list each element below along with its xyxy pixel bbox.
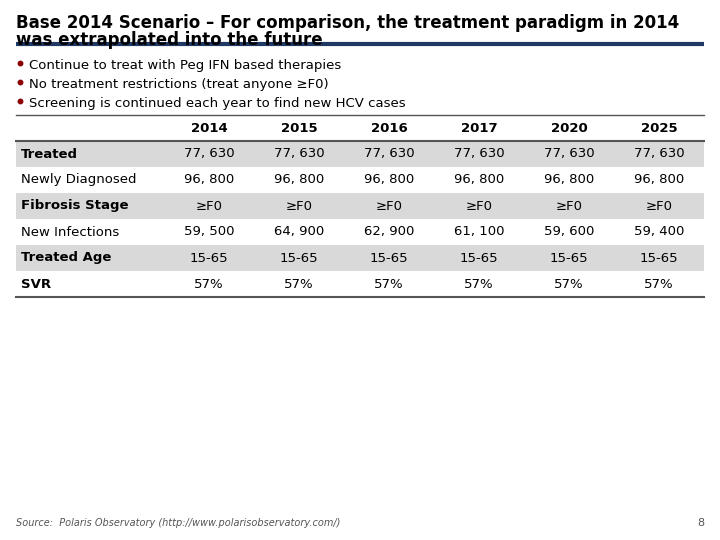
Bar [16, 193, 704, 219]
Text: was extrapolated into the future: was extrapolated into the future [16, 31, 323, 49]
Text: 2014: 2014 [191, 122, 228, 134]
Text: 15-65: 15-65 [459, 252, 498, 265]
Text: Treated Age: Treated Age [21, 252, 112, 265]
Text: New Infections: New Infections [21, 226, 120, 239]
Text: 96, 800: 96, 800 [634, 173, 684, 186]
Text: 2017: 2017 [461, 122, 498, 134]
Text: 77, 630: 77, 630 [544, 147, 594, 160]
Text: 59, 600: 59, 600 [544, 226, 594, 239]
Text: SVR: SVR [21, 278, 51, 291]
Text: 77, 630: 77, 630 [364, 147, 414, 160]
Text: 2025: 2025 [641, 122, 678, 134]
Text: Base 2014 Scenario – For comparison, the treatment paradigm in 2014: Base 2014 Scenario – For comparison, the… [16, 14, 679, 32]
Text: 57%: 57% [374, 278, 404, 291]
Text: 57%: 57% [644, 278, 674, 291]
Text: 57%: 57% [194, 278, 224, 291]
Text: 15-65: 15-65 [189, 252, 228, 265]
Text: 59, 400: 59, 400 [634, 226, 684, 239]
Text: 96, 800: 96, 800 [364, 173, 414, 186]
Text: 59, 500: 59, 500 [184, 226, 234, 239]
Bar [16, 245, 704, 271]
Text: No treatment restrictions (treat anyone ≥F0): No treatment restrictions (treat anyone … [29, 78, 328, 91]
Text: 77, 630: 77, 630 [184, 147, 234, 160]
Text: 57%: 57% [464, 278, 494, 291]
Text: 15-65: 15-65 [639, 252, 678, 265]
Text: 96, 800: 96, 800 [274, 173, 324, 186]
Bar [16, 141, 704, 167]
Text: 77, 630: 77, 630 [634, 147, 684, 160]
Text: 8: 8 [697, 518, 704, 528]
Text: 77, 630: 77, 630 [454, 147, 504, 160]
Text: 15-65: 15-65 [549, 252, 588, 265]
Text: 15-65: 15-65 [279, 252, 318, 265]
Text: 61, 100: 61, 100 [454, 226, 504, 239]
Text: 96, 800: 96, 800 [454, 173, 504, 186]
Text: 57%: 57% [554, 278, 584, 291]
Text: ≥F0: ≥F0 [196, 199, 222, 213]
Text: Source:  Polaris Observatory (http://www.polarisobservatory.com/): Source: Polaris Observatory (http://www.… [16, 518, 341, 528]
Text: 62, 900: 62, 900 [364, 226, 414, 239]
Text: Newly Diagnosed: Newly Diagnosed [21, 173, 137, 186]
Text: 64, 900: 64, 900 [274, 226, 324, 239]
Text: 77, 630: 77, 630 [274, 147, 324, 160]
Text: 57%: 57% [284, 278, 314, 291]
Text: ≥F0: ≥F0 [376, 199, 402, 213]
Text: ≥F0: ≥F0 [556, 199, 582, 213]
Text: Fibrosis Stage: Fibrosis Stage [21, 199, 128, 213]
Text: Treated: Treated [21, 147, 78, 160]
Text: Screening is continued each year to find new HCV cases: Screening is continued each year to find… [29, 97, 405, 110]
Text: ≥F0: ≥F0 [646, 199, 672, 213]
Text: Continue to treat with Peg IFN based therapies: Continue to treat with Peg IFN based the… [29, 59, 341, 72]
Text: 2016: 2016 [371, 122, 408, 134]
Text: 2020: 2020 [551, 122, 588, 134]
Text: ≥F0: ≥F0 [466, 199, 492, 213]
Text: 96, 800: 96, 800 [184, 173, 234, 186]
Text: ≥F0: ≥F0 [286, 199, 312, 213]
Text: 96, 800: 96, 800 [544, 173, 594, 186]
Text: 2015: 2015 [281, 122, 318, 134]
Text: 15-65: 15-65 [369, 252, 408, 265]
